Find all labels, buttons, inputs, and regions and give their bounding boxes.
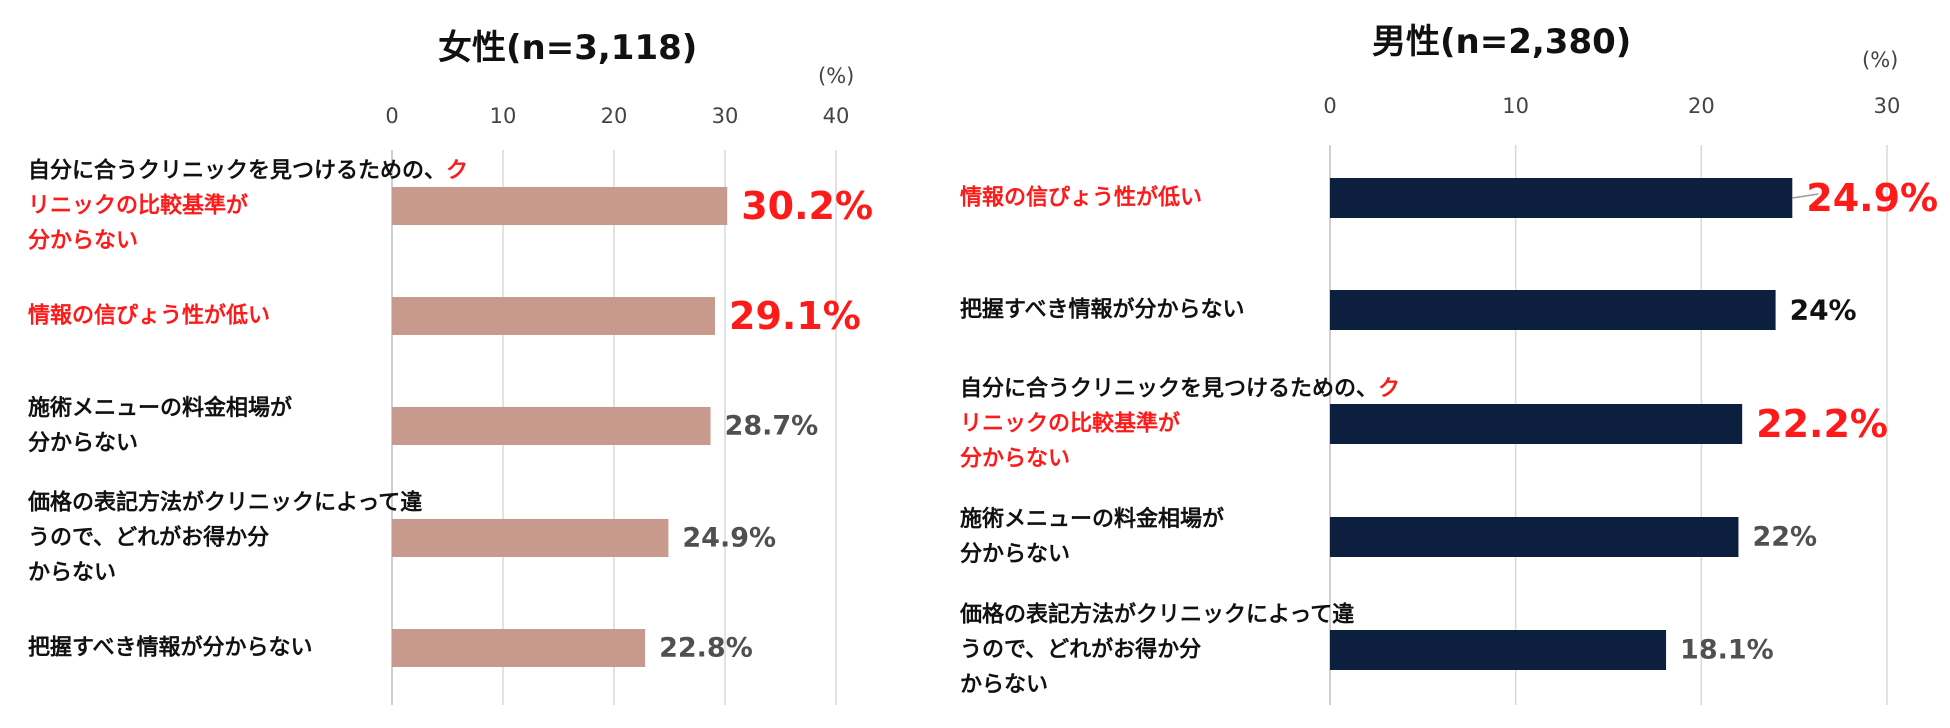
category-label: 自分に合うクリニックを見つけるための、ク リニックの比較基準が 分からない — [28, 158, 469, 254]
bar — [392, 297, 716, 335]
x-tick-label: 30 — [711, 104, 739, 128]
male-chart: 男性(n=2,380) (%) 0 10 20 30 24.9% 情報の信ぴょう性が低い 2… — [940, 0, 1950, 728]
category-label: 価格の表記方法がクリニックによって違 うので、どれがお得か分 からない — [960, 602, 1355, 698]
male-chart-plot — [1329, 145, 1888, 705]
bar — [392, 187, 728, 225]
x-tick-label: 20 — [600, 104, 628, 128]
category-label: 施術メニューの料金相場が 分からない — [28, 396, 293, 456]
x-tick-label: 10 — [1502, 94, 1530, 118]
bar — [1330, 517, 1739, 557]
female-chart-plot — [391, 150, 837, 705]
category-label: 情報の信ぴょう性が低い — [960, 185, 1203, 211]
category-label: 把握すべき情報が分からない — [960, 297, 1245, 323]
value-label: 28.7% — [724, 410, 819, 442]
bar — [1330, 630, 1667, 670]
female-chart: 女性(n=3,118) (%) 0 10 20 30 40 30.2% 自分に合うクリニック… — [0, 0, 900, 728]
unit-label: (%) — [1862, 48, 1899, 72]
chart-title: 男性(n=2,380) — [1372, 22, 1632, 62]
value-label: 18.1% — [1680, 634, 1774, 666]
x-tick-label: 0 — [1323, 94, 1337, 118]
x-tick-label: 40 — [822, 104, 850, 128]
value-label: 24.9% — [1806, 176, 1939, 220]
x-tick-label: 10 — [489, 104, 517, 128]
bar — [392, 629, 646, 667]
value-label: 22.2% — [1756, 402, 1889, 446]
value-label: 24% — [1789, 293, 1857, 327]
value-label: 22.8% — [659, 632, 753, 664]
value-label: 30.2% — [741, 184, 874, 228]
value-label: 22% — [1752, 521, 1818, 553]
x-tick-label: 30 — [1873, 94, 1901, 118]
bar — [1330, 178, 1793, 218]
category-label: 施術メニューの料金相場が 分からない — [960, 507, 1225, 567]
category-label: 自分に合うクリニックを見つけるための、ク リニックの比較基準が 分からない — [960, 376, 1401, 472]
bar — [392, 407, 711, 445]
bar — [1330, 404, 1743, 444]
value-label: 24.9% — [682, 522, 777, 554]
bar — [392, 519, 669, 557]
value-label: 29.1% — [729, 294, 861, 338]
unit-label: (%) — [818, 64, 855, 88]
category-label: 情報の信ぴょう性が低い — [28, 303, 271, 329]
leader-line — [1792, 193, 1819, 199]
category-label: 把握すべき情報が分からない — [28, 635, 313, 661]
x-tick-label: 0 — [385, 104, 399, 128]
chart-title: 女性(n=3,118) — [438, 28, 698, 68]
category-label: 価格の表記方法がクリニックによって違 うので、どれがお得か分 からない — [28, 490, 423, 586]
x-tick-label: 20 — [1687, 94, 1715, 118]
bar — [1330, 290, 1776, 330]
